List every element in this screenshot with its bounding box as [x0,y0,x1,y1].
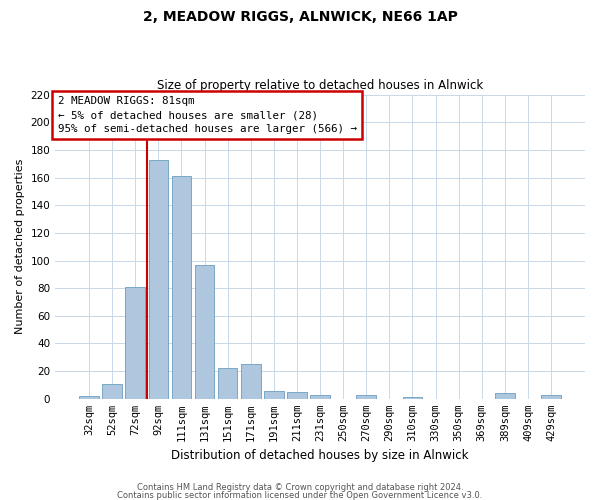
X-axis label: Distribution of detached houses by size in Alnwick: Distribution of detached houses by size … [172,450,469,462]
Bar [125,287,145,399]
Text: 2, MEADOW RIGGS, ALNWICK, NE66 1AP: 2, MEADOW RIGGS, ALNWICK, NE66 1AP [143,10,457,24]
Bar [218,368,238,399]
Y-axis label: Number of detached properties: Number of detached properties [15,159,25,334]
Bar [403,398,422,399]
Bar [103,384,122,399]
Bar [495,394,515,399]
Bar [172,176,191,399]
Bar [79,396,99,399]
Text: 2 MEADOW RIGGS: 81sqm
← 5% of detached houses are smaller (28)
95% of semi-detac: 2 MEADOW RIGGS: 81sqm ← 5% of detached h… [58,96,357,134]
Bar [356,394,376,399]
Bar [264,390,284,399]
Title: Size of property relative to detached houses in Alnwick: Size of property relative to detached ho… [157,79,483,92]
Bar [149,160,168,399]
Bar [287,392,307,399]
Bar [310,394,330,399]
Bar [195,264,214,399]
Text: Contains HM Land Registry data © Crown copyright and database right 2024.: Contains HM Land Registry data © Crown c… [137,484,463,492]
Bar [541,394,561,399]
Bar [241,364,260,399]
Text: Contains public sector information licensed under the Open Government Licence v3: Contains public sector information licen… [118,490,482,500]
